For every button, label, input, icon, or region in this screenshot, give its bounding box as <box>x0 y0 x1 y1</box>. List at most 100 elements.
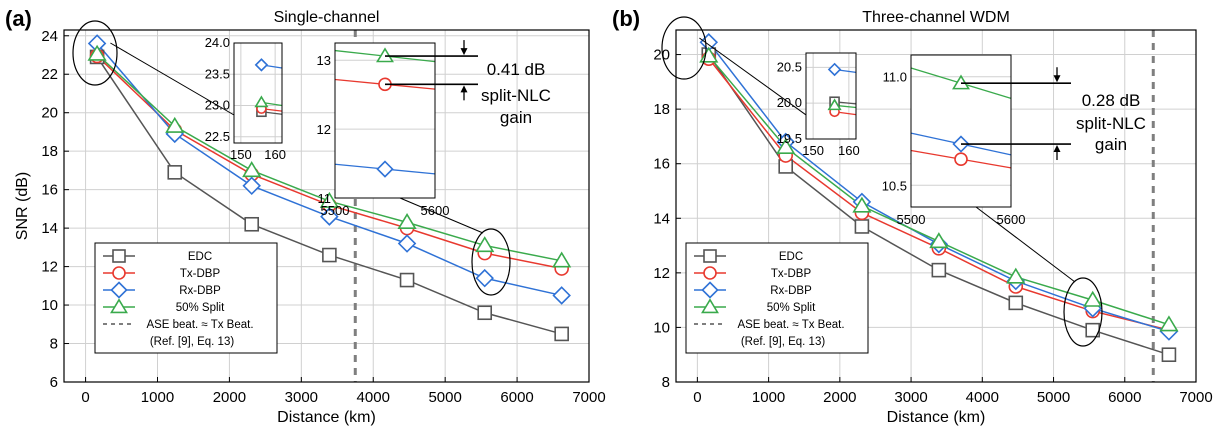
x-tick-label: 2000 <box>213 389 246 406</box>
zoom-ellipse <box>661 16 707 80</box>
chart-title: Three-channel WDM <box>862 9 1010 26</box>
zoom-ellipse <box>1063 277 1103 347</box>
x-tick-label: 6000 <box>1108 389 1141 406</box>
legend-entry: ASE beat. ≈ Tx Beat. <box>737 319 844 331</box>
inset-y-tick-label: 10.5 <box>882 178 907 193</box>
gain-annotation-value: 0.41 dB <box>487 60 546 79</box>
gain-arrow-head <box>460 48 468 56</box>
legend-entry: EDC <box>188 251 212 263</box>
zoom-connector <box>975 206 1076 283</box>
data-point <box>320 207 339 226</box>
data-point <box>87 44 107 61</box>
inset-y-tick-label: 12 <box>317 122 331 137</box>
gain-annotation-value: 0.28 dB <box>1082 91 1141 110</box>
y-tick-label: 20 <box>41 105 58 122</box>
data-point <box>475 236 495 253</box>
legend-entry: Rx-DBP <box>770 285 812 297</box>
x-tick-label: 5000 <box>428 389 461 406</box>
legend-marker <box>701 281 719 299</box>
data-point <box>322 247 337 263</box>
data-point <box>852 196 872 213</box>
legend-entry: 50% Split <box>176 302 225 314</box>
y-tick-label: 22 <box>41 66 58 83</box>
gain-annotation-label: gain <box>500 108 532 127</box>
x-tick-label: 0 <box>693 389 701 406</box>
x-tick-label: 7000 <box>1179 389 1212 406</box>
inset-data-point <box>952 74 970 90</box>
inset-data-point <box>254 95 269 108</box>
y-tick-label: 12 <box>653 265 670 282</box>
legend: EDC Tx-DBP Rx-DBP 50% Split ASE beat. ≈ Tx B… <box>685 242 869 354</box>
data-point <box>1008 295 1024 311</box>
data-point <box>1006 267 1026 284</box>
zoom-connector <box>110 42 235 116</box>
inset-data-point <box>376 160 394 178</box>
panel-label: (b) <box>612 6 640 31</box>
inset-y-tick-label: 11 <box>318 191 332 206</box>
inset-y-tick-label: 13 <box>317 53 331 68</box>
x-axis-label: Distance (km) <box>277 409 376 426</box>
inset-y-tick-label: 23.0 <box>205 98 230 113</box>
chart-panel-a: 0 1000 2000 3000 4000 5000 6000 7000 6 8 10 12 14 16 1… <box>5 6 606 426</box>
y-tick-label: 8 <box>50 336 58 353</box>
gain-annotation-label: split-NLC <box>1076 114 1146 133</box>
x-tick-label: 2000 <box>823 389 856 406</box>
data-point <box>167 165 183 180</box>
x-tick-label: 4000 <box>357 389 390 406</box>
zoom-ellipse <box>471 228 511 296</box>
inset-y-tick-label: 19.5 <box>777 131 802 146</box>
inset-data-point <box>254 58 269 72</box>
y-tick-label: 8 <box>662 374 670 391</box>
legend-marker <box>701 298 719 314</box>
inset-x-tick-label: 150 <box>802 143 824 158</box>
zoom-ellipse <box>72 20 118 86</box>
y-tick-label: 14 <box>653 210 670 227</box>
inset-y-tick-label: 20.0 <box>777 95 802 110</box>
inset-x-tick-label: 5500 <box>321 203 350 218</box>
inset-border <box>334 42 436 199</box>
x-tick-label: 4000 <box>966 389 999 406</box>
data-point <box>1159 315 1179 332</box>
x-tick-label: 7000 <box>572 389 605 406</box>
inset-frame <box>233 42 283 144</box>
inset-x-tick-label: 160 <box>264 147 286 162</box>
data-point <box>242 161 262 178</box>
y-tick-label: 24 <box>41 28 58 45</box>
inset-left: 22.5 23.0 23.5 24.0 150 160 <box>205 35 286 162</box>
inset-x-tick-label: 160 <box>838 143 860 158</box>
inset-x-tick-label: 5600 <box>421 203 450 218</box>
legend-marker <box>110 298 128 314</box>
legend-entry: Rx-DBP <box>179 285 221 297</box>
y-tick-label: 20 <box>653 47 670 64</box>
inset-border <box>910 54 1012 208</box>
legend-entry: Tx-DBP <box>180 268 221 280</box>
x-tick-label: 5000 <box>1037 389 1070 406</box>
inset-y-tick-label: 22.5 <box>205 129 230 144</box>
data-point <box>552 286 571 305</box>
legend-entry: ASE beat. ≈ Tx Beat. <box>146 319 253 331</box>
inset-y-tick-label: 23.5 <box>205 66 230 81</box>
data-point <box>475 268 494 288</box>
legend-entry: (Ref. [9], Eq. 13) <box>741 336 826 348</box>
legend-marker <box>112 266 126 280</box>
inset-y-tick-label: 20.5 <box>777 59 802 74</box>
chart-panel-b: 0 1000 2000 3000 4000 5000 6000 7000 8 10 12 14 16 18… <box>612 6 1213 426</box>
y-tick-label: 10 <box>653 319 670 336</box>
legend: EDC Tx-DBP Rx-DBP 50% Split ASE beat. ≈ Tx B… <box>94 242 278 354</box>
inset-right: 10.5 11.0 5500 5600 <box>882 54 1071 227</box>
inset-right: 11 12 13 5500 5600 <box>317 40 478 218</box>
legend-entry: (Ref. [9], Eq. 13) <box>150 336 235 348</box>
gain-annotation-label: gain <box>1095 135 1127 154</box>
data-point <box>554 326 569 342</box>
data-point <box>397 234 417 253</box>
y-tick-label: 18 <box>653 101 670 118</box>
x-tick-label: 6000 <box>500 389 533 406</box>
inset-data-point <box>376 47 394 63</box>
data-point <box>776 137 796 154</box>
y-tick-label: 16 <box>653 156 670 173</box>
x-axis-label: Distance (km) <box>887 409 986 426</box>
inset-x-tick-label: 150 <box>230 147 252 162</box>
zoom-connector <box>399 197 484 234</box>
gain-annotation-label: split-NLC <box>481 86 551 105</box>
